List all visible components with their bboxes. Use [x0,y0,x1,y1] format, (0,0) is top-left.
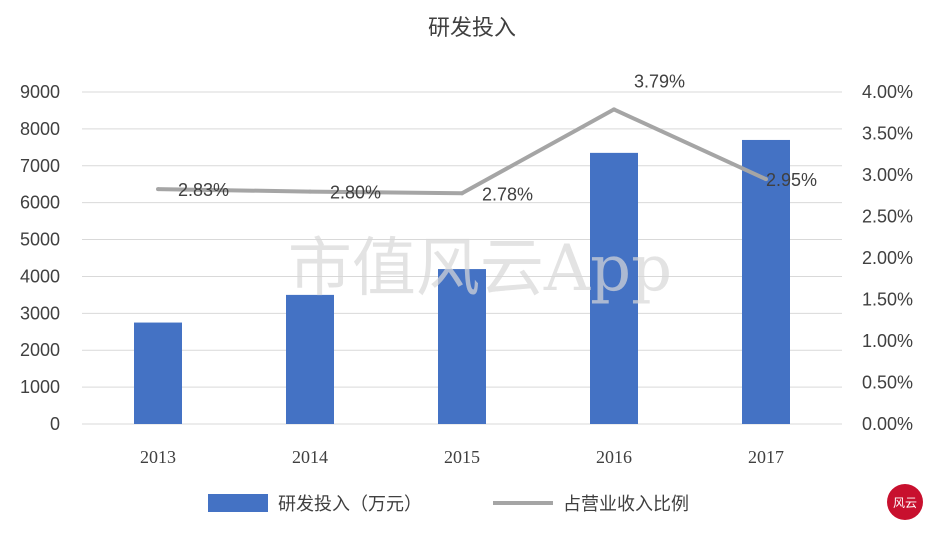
legend-label-bar: 研发投入（万元） [278,494,422,514]
y-left-tick-label: 9000 [20,82,60,102]
y-right-tick-label: 3.50% [862,124,913,144]
x-tick-label: 2015 [444,447,480,467]
watermark-layer: 市值风云App [288,232,672,306]
x-axis: 2013 2014 2015 2016 2017 [140,447,784,467]
legend-swatch-bar [208,494,268,512]
y-right-tick-label: 0.00% [862,414,913,434]
x-tick-label: 2013 [140,447,176,467]
y-left-tick-label: 4000 [20,266,60,286]
legend: 研发投入（万元） 占营业收入比例 [208,494,689,514]
x-tick-label: 2017 [748,447,784,467]
y-left-tick-label: 2000 [20,340,60,360]
y-left-tick-label: 1000 [20,377,60,397]
bar [742,139,790,424]
y-axis-right: 0.00% 0.50% 1.00% 1.50% 2.00% 2.50% 3.00% 3.50%… [862,82,913,434]
bar-series [134,139,790,424]
y-left-tick-label: 3000 [20,303,60,323]
bar [134,322,182,424]
line-point [156,187,160,192]
line-data-labels: 2.83% 2.80% 2.78% 3.79% 2.95% [178,71,817,204]
y-left-tick-label: 5000 [20,230,60,250]
series-line [157,107,767,196]
bar [590,152,638,424]
y-right-tick-label: 2.50% [862,207,913,227]
y-left-tick-label: 6000 [20,193,60,213]
line-data-label: 2.80% [330,183,381,203]
x-tick-label: 2014 [292,447,328,467]
line-data-label: 2.83% [178,180,229,200]
line-point [308,189,312,194]
y-left-tick-label: 7000 [20,156,60,176]
y-right-tick-label: 2.00% [862,248,913,268]
y-right-tick-label: 1.00% [862,331,913,351]
logo-seal-circle [887,484,923,520]
logo-seal: 风云 [887,484,923,520]
line-point [460,191,464,196]
y-left-tick-label: 0 [50,414,60,434]
y-right-tick-label: 1.50% [862,290,913,310]
line-data-label: 3.79% [634,71,685,91]
y-right-tick-label: 0.50% [862,373,913,393]
line-data-label: 2.95% [766,170,817,190]
line-data-label: 2.78% [482,184,533,204]
legend-label-line: 占营业收入比例 [563,494,689,514]
watermark-text: 市值风云App [288,232,672,306]
y-left-tick-label: 8000 [20,119,60,139]
y-axis-left: 0 1000 2000 3000 4000 5000 6000 7000 8000 9000 [20,82,60,434]
logo-seal-text: 风云 [893,496,917,510]
line-point [612,107,616,112]
x-tick-label: 2016 [596,447,632,467]
line-series [156,107,768,196]
y-right-tick-label: 3.00% [862,165,913,185]
bar [286,294,334,424]
chart-title: 研发投入 [427,16,516,41]
y-right-tick-label: 4.00% [862,82,913,102]
line-point [764,177,768,182]
bar [438,269,486,424]
